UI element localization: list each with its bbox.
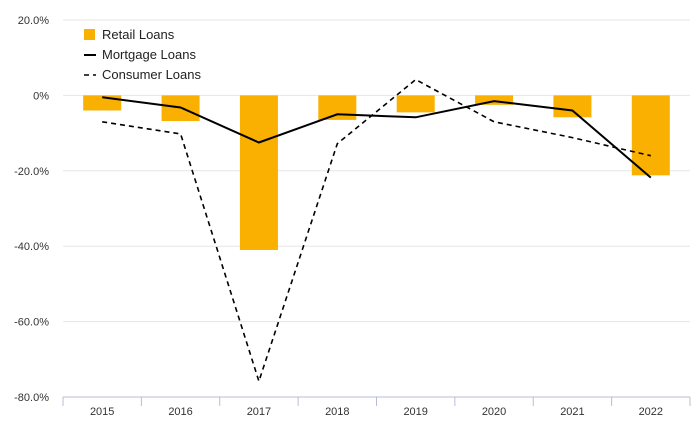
y-tick-label: 20.0% <box>18 15 49 27</box>
line-series <box>102 78 652 384</box>
x-tick-label: 2015 <box>90 406 114 418</box>
legend-label-consumer-loans: Consumer Loans <box>102 67 201 82</box>
x-axis <box>62 396 691 406</box>
legend-swatch-retail-loans <box>84 29 95 40</box>
x-tick-label: 2017 <box>247 406 271 418</box>
bar-retail-loans <box>318 95 357 120</box>
x-tick-label: 2020 <box>482 406 506 418</box>
bar-retail-loans <box>631 95 670 176</box>
y-tick-label: 0% <box>33 90 49 102</box>
y-axis-tick-labels: 20.0% 0% -20.0% -40.0% -60.0% -80.0% <box>14 15 49 404</box>
y-tick-label: -80.0% <box>14 392 49 404</box>
y-tick-label: -60.0% <box>14 317 49 329</box>
bar-retail-loans <box>396 95 435 113</box>
bar-retail-loans <box>553 95 592 118</box>
bar-retail-loans <box>239 95 278 250</box>
x-tick-label: 2016 <box>168 406 192 418</box>
x-tick-label: 2021 <box>560 406 584 418</box>
y-tick-label: -20.0% <box>14 166 49 178</box>
legend-label-mortgage-loans: Mortgage Loans <box>102 47 196 62</box>
x-tick-label: 2019 <box>403 406 427 418</box>
y-tick-label: -40.0% <box>14 241 49 253</box>
line-consumer-loans <box>102 78 651 384</box>
x-tick-label: 2018 <box>325 406 349 418</box>
x-axis-tick-labels: 2015 2016 2017 2018 2019 2020 2021 2022 <box>90 406 663 418</box>
x-tick-label: 2022 <box>639 406 663 418</box>
line-mortgage-loans <box>102 96 652 179</box>
gridlines <box>63 19 690 323</box>
legend-label-retail-loans: Retail Loans <box>102 27 175 42</box>
legend: Retail Loans Mortgage Loans Consumer Loa… <box>84 27 201 82</box>
